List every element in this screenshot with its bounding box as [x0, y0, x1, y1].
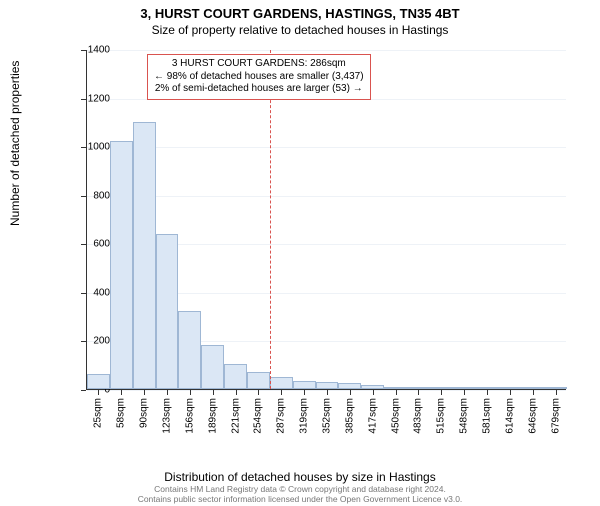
- x-tick: [236, 390, 237, 395]
- histogram-bar: [87, 374, 110, 389]
- y-tick-label: 1400: [70, 45, 110, 56]
- x-tick-label: 123sqm: [162, 398, 173, 434]
- x-tick: [556, 390, 557, 395]
- x-tick-label: 679sqm: [550, 398, 561, 434]
- histogram-bar: [178, 311, 201, 389]
- annotation-line-3: 2% of semi-detached houses are larger (5…: [154, 83, 364, 96]
- y-tick-label: 1000: [70, 142, 110, 153]
- histogram-bar: [453, 387, 476, 389]
- x-tick: [418, 390, 419, 395]
- gridline: [87, 147, 566, 148]
- x-tick: [167, 390, 168, 395]
- x-tick-label: 483sqm: [413, 398, 424, 434]
- histogram-bar: [521, 387, 544, 389]
- chart-container: 020040060080010001200140025sqm58sqm90sqm…: [56, 50, 566, 430]
- histogram-bar: [201, 345, 224, 389]
- footer-line-2: Contains public sector information licen…: [0, 494, 600, 504]
- x-tick: [350, 390, 351, 395]
- gridline: [87, 196, 566, 197]
- x-tick: [281, 390, 282, 395]
- y-tick-label: 800: [70, 190, 110, 201]
- x-tick-label: 581sqm: [482, 398, 493, 434]
- y-tick-label: 600: [70, 239, 110, 250]
- x-tick-label: 450sqm: [390, 398, 401, 434]
- histogram-bar: [384, 387, 407, 389]
- x-tick-label: 548sqm: [459, 398, 470, 434]
- histogram-bar: [247, 372, 270, 389]
- x-tick: [98, 390, 99, 395]
- histogram-bar: [110, 141, 133, 389]
- annotation-line-2: ← 98% of detached houses are smaller (3,…: [154, 71, 364, 84]
- footer-attribution: Contains HM Land Registry data © Crown c…: [0, 484, 600, 504]
- histogram-bar: [430, 387, 453, 389]
- plot-area: 020040060080010001200140025sqm58sqm90sqm…: [86, 50, 566, 390]
- footer-line-1: Contains HM Land Registry data © Crown c…: [0, 484, 600, 494]
- x-tick: [487, 390, 488, 395]
- x-tick: [396, 390, 397, 395]
- x-tick: [144, 390, 145, 395]
- gridline: [87, 50, 566, 51]
- x-tick: [190, 390, 191, 395]
- histogram-bar: [293, 381, 316, 390]
- x-axis-label: Distribution of detached houses by size …: [0, 470, 600, 484]
- x-tick: [441, 390, 442, 395]
- x-tick: [510, 390, 511, 395]
- y-tick-label: 1200: [70, 93, 110, 104]
- x-tick-label: 254sqm: [253, 398, 264, 434]
- histogram-bar: [156, 234, 179, 389]
- x-tick-label: 221sqm: [230, 398, 241, 434]
- reference-line: [270, 50, 271, 389]
- x-tick-label: 189sqm: [207, 398, 218, 434]
- page-title: 3, HURST COURT GARDENS, HASTINGS, TN35 4…: [0, 6, 600, 21]
- x-tick-label: 25sqm: [93, 398, 104, 428]
- x-tick: [258, 390, 259, 395]
- x-tick-label: 156sqm: [184, 398, 195, 434]
- x-tick: [213, 390, 214, 395]
- x-tick-label: 515sqm: [436, 398, 447, 434]
- x-tick-label: 58sqm: [116, 398, 127, 428]
- x-tick-label: 417sqm: [367, 398, 378, 434]
- histogram-bar: [270, 377, 293, 389]
- x-tick-label: 90sqm: [139, 398, 150, 428]
- x-tick: [121, 390, 122, 395]
- annotation-line-1: 3 HURST COURT GARDENS: 286sqm: [154, 58, 364, 71]
- histogram-bar: [498, 387, 521, 389]
- x-tick-label: 385sqm: [344, 398, 355, 434]
- y-tick-label: 400: [70, 287, 110, 298]
- y-tick-label: 200: [70, 336, 110, 347]
- histogram-bar: [544, 387, 567, 389]
- x-tick-label: 352sqm: [322, 398, 333, 434]
- x-tick: [464, 390, 465, 395]
- x-tick-label: 319sqm: [299, 398, 310, 434]
- histogram-bar: [133, 122, 156, 389]
- histogram-bar: [361, 385, 384, 389]
- histogram-bar: [476, 387, 499, 389]
- x-tick-label: 287sqm: [276, 398, 287, 434]
- histogram-bar: [338, 383, 361, 389]
- x-tick: [327, 390, 328, 395]
- histogram-bar: [407, 387, 430, 389]
- histogram-bar: [316, 382, 339, 389]
- x-tick: [304, 390, 305, 395]
- x-tick: [373, 390, 374, 395]
- annotation-box: 3 HURST COURT GARDENS: 286sqm← 98% of de…: [147, 54, 371, 100]
- page-subtitle: Size of property relative to detached ho…: [0, 23, 600, 37]
- x-tick-label: 646sqm: [527, 398, 538, 434]
- x-tick: [533, 390, 534, 395]
- x-tick-label: 614sqm: [504, 398, 515, 434]
- histogram-bar: [224, 364, 247, 390]
- y-axis-label: Number of detached properties: [8, 61, 22, 226]
